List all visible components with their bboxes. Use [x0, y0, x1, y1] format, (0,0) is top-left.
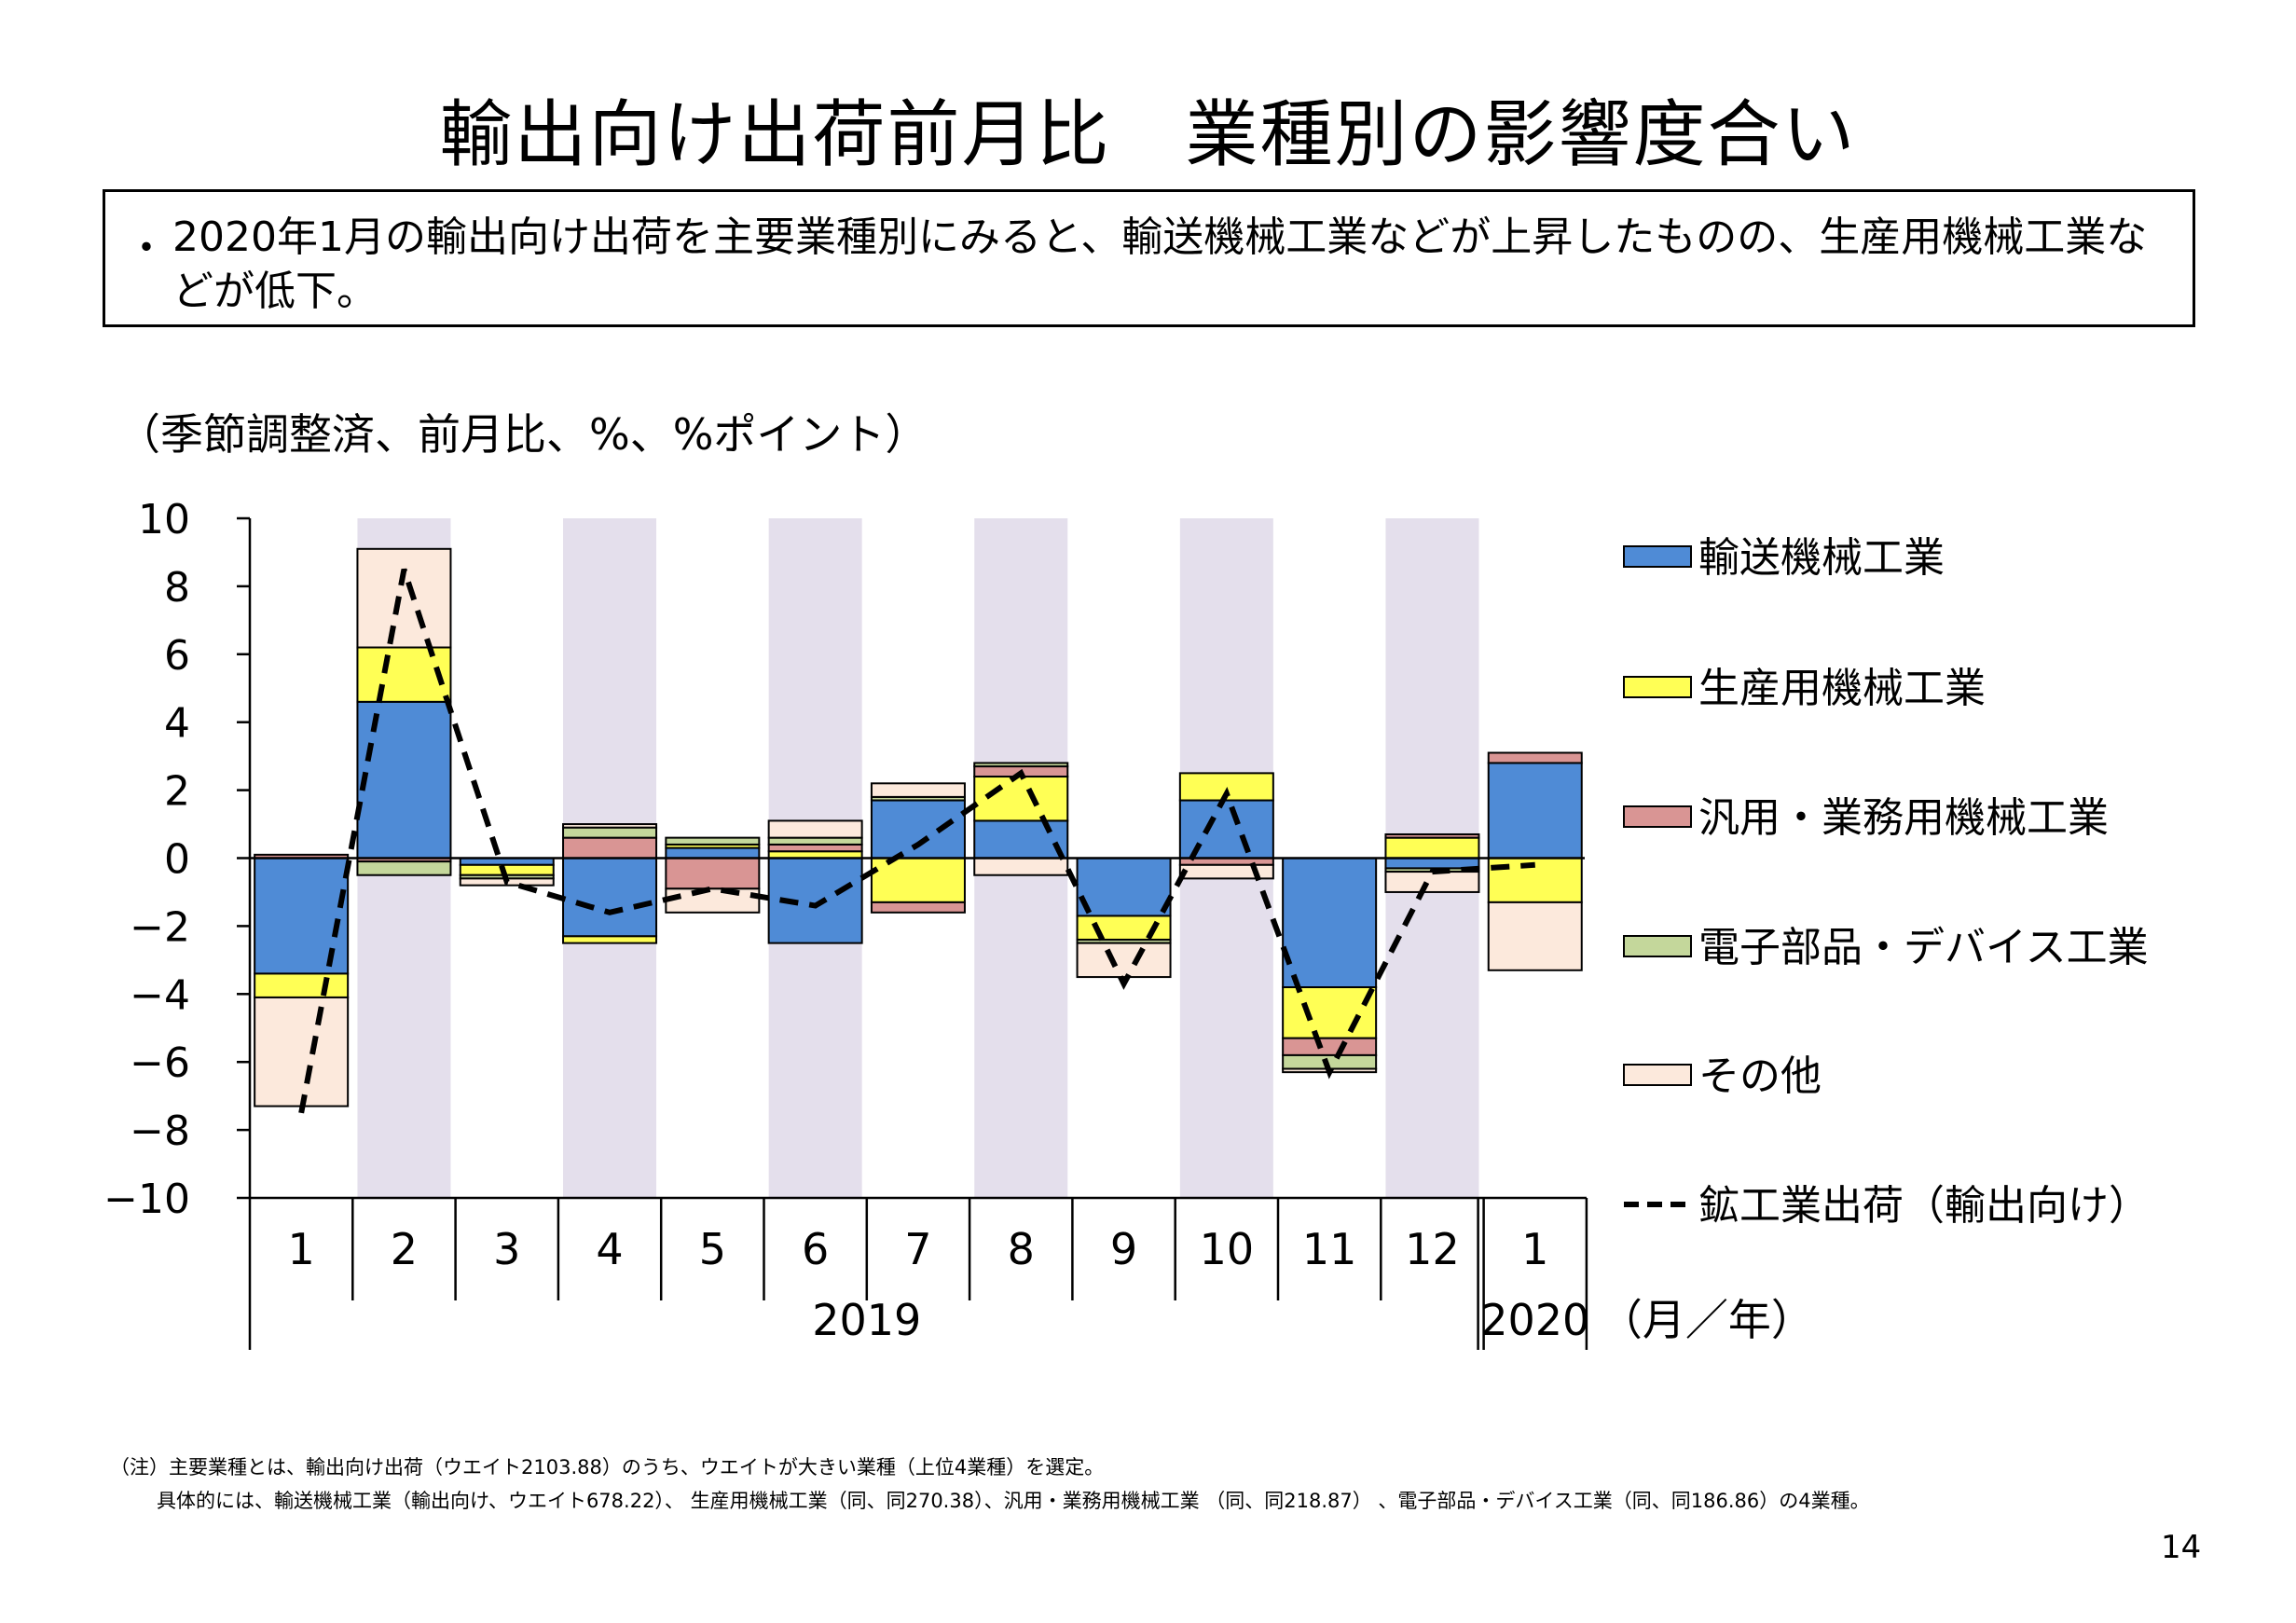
y-tick-label: 10	[138, 496, 190, 543]
year-label: 2019	[812, 1295, 921, 1345]
bar-segment-transport	[1076, 857, 1172, 917]
bar-segment-electronic	[767, 836, 863, 846]
bar-segment-production	[562, 935, 658, 944]
footnote-line-1: （注）主要業種とは、輸出向け出荷（ウエイト2103.88）のうち、ウエイトが大き…	[110, 1456, 1105, 1479]
bar-segment-production	[254, 972, 350, 998]
bar-segment-general	[870, 901, 966, 914]
x-tick-label: 10	[1200, 1224, 1255, 1274]
bar-segment-production	[870, 857, 966, 903]
legend-label-transport: 輸送機械工業	[1698, 534, 1945, 582]
page-number: 14	[2161, 1529, 2202, 1566]
unit-note: （季節調整済、前月比、%、%ポイント）	[117, 409, 928, 460]
bar-segment-other	[767, 819, 863, 839]
y-tick-label: −10	[103, 1176, 190, 1223]
y-tick-label: 0	[164, 836, 190, 884]
bar-segment-transport	[973, 819, 1069, 860]
bar-segment-other	[356, 547, 452, 649]
x-tick-label: 3	[493, 1224, 520, 1274]
bar-segment-production	[356, 646, 452, 703]
x-tick-label: 1	[288, 1224, 315, 1274]
bar-segment-general	[1282, 1037, 1378, 1056]
footnote: （注）主要業種とは、輸出向け出荷（ウエイト2103.88）のうち、ウエイトが大き…	[110, 1451, 1870, 1518]
x-tick-label: 8	[1008, 1224, 1035, 1274]
bar-segment-other	[1384, 871, 1480, 893]
bar-segment-other	[1178, 863, 1274, 880]
bar-segment-production	[1384, 836, 1480, 860]
legend-swatch-electronic	[1623, 935, 1692, 957]
bar-segment-transport	[562, 857, 658, 938]
legend-label-general: 汎用・業務用機械工業	[1698, 794, 2109, 842]
bar-segment-transport	[870, 799, 966, 860]
legend-label-production: 生産用機械工業	[1698, 665, 1986, 712]
legend-swatch-general	[1623, 805, 1692, 828]
bar-segment-electronic	[356, 860, 452, 876]
summary-box: ・ 2020年1月の輸出向け出荷を主要業種別にみると、輸送機械工業などが上昇した…	[103, 189, 2195, 327]
bar-segment-other	[665, 887, 761, 914]
bar-segment-other	[1487, 901, 1583, 971]
x-tick-label: 11	[1302, 1224, 1357, 1274]
y-tick-label: −4	[130, 971, 190, 1019]
bar-segment-other	[1076, 942, 1172, 979]
bar-segment-transport	[356, 700, 452, 860]
bar-segment-other	[973, 857, 1069, 876]
bar-segment-general	[665, 857, 761, 890]
y-tick-label: −2	[130, 903, 190, 951]
bar-segment-transport	[665, 846, 761, 860]
y-tick-label: −8	[130, 1107, 190, 1155]
y-tick-label: 4	[164, 700, 190, 748]
x-tick-label: 5	[699, 1224, 726, 1274]
bar-segment-other	[870, 782, 966, 798]
bar-segment-general	[767, 843, 863, 853]
x-tick-label: 12	[1405, 1224, 1460, 1274]
total-line	[298, 568, 1535, 1114]
bar-segment-transport	[1487, 762, 1583, 860]
y-tick-label: 8	[164, 564, 190, 612]
bar-segment-general	[562, 836, 658, 860]
bar-segment-electronic	[973, 762, 1069, 768]
bar-segment-other	[562, 823, 658, 829]
legend-label-line: 鉱工業出荷（輸出向け）	[1698, 1182, 2150, 1230]
legend-swatch-transport	[1623, 545, 1692, 568]
x-tick-label: 2	[391, 1224, 418, 1274]
legend-swatch-production	[1623, 676, 1692, 698]
y-tick-label: −6	[130, 1039, 190, 1087]
bar-segment-transport	[254, 857, 350, 975]
y-tick-label: 2	[164, 768, 190, 816]
x-tick-label: 9	[1110, 1224, 1137, 1274]
legend-swatch-other	[1623, 1064, 1692, 1086]
legend-label-other: その他	[1698, 1052, 1822, 1100]
x-tick-label: 4	[596, 1224, 623, 1274]
summary-text: 2020年1月の輸出向け出荷を主要業種別にみると、輸送機械工業などが上昇したもの…	[172, 213, 2148, 315]
x-tick-label: 1	[1521, 1224, 1548, 1274]
footnote-line-2: 具体的には、輸送機械工業（輸出向け、ウエイト678.22）、 生産用機械工業（同…	[157, 1490, 1870, 1512]
legend-label-electronic: 電子部品・デバイス工業	[1698, 924, 2149, 971]
bar-segment-transport	[1282, 857, 1378, 989]
bar-segment-production	[1282, 986, 1378, 1039]
bar-segment-electronic	[562, 826, 658, 839]
year-label: 2020	[1480, 1295, 1589, 1345]
bar-segment-general	[1487, 751, 1583, 764]
summary-bullet: ・	[126, 225, 167, 272]
bar-segment-electronic	[665, 836, 761, 846]
x-unit-label: （月／年）	[1600, 1295, 1814, 1345]
bar-segment-general	[1384, 832, 1480, 839]
x-tick-label: 7	[904, 1224, 931, 1274]
page-title: 輸出向け出荷前月比 業種別の影響度合い	[439, 93, 1857, 177]
y-tick-label: 6	[164, 632, 190, 680]
bar-segment-other	[254, 996, 350, 1107]
x-tick-label: 6	[802, 1224, 829, 1274]
